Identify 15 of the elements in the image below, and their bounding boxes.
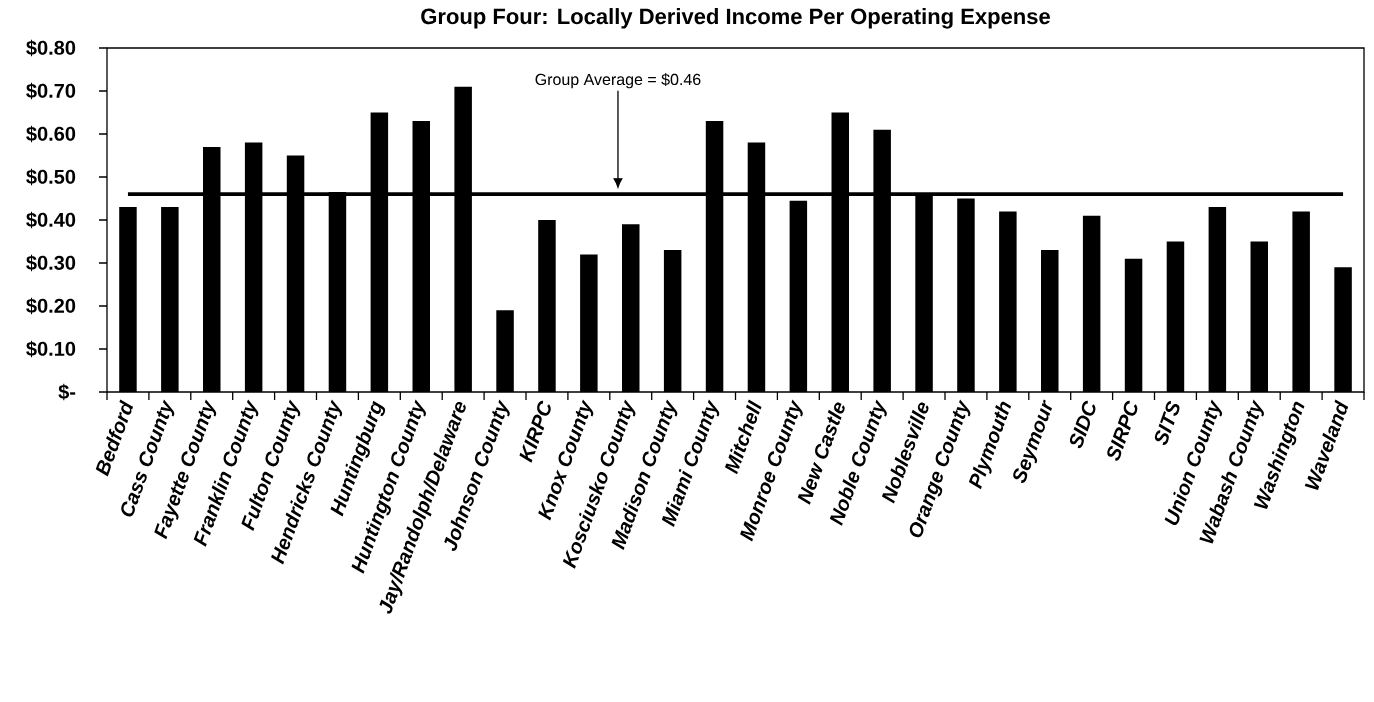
x-tick-label: KIRPC xyxy=(519,400,551,463)
y-tick-label: $0.30 xyxy=(26,254,76,272)
y-tick-label: $0.70 xyxy=(26,82,76,100)
y-tick-label: $0.50 xyxy=(26,168,76,186)
x-tick-label: SIRPC xyxy=(1107,400,1138,461)
y-tick-label: $0.40 xyxy=(26,211,76,229)
ref-line-label: Group Average = $0.46 xyxy=(535,73,701,89)
y-tick-label: $0.20 xyxy=(26,297,76,315)
x-tick-label: SITS xyxy=(1154,401,1180,446)
y-tick-label: $0.10 xyxy=(26,340,76,358)
y-tick-label: $0.80 xyxy=(26,39,76,57)
y-tick-label: $0.60 xyxy=(26,125,76,143)
x-tick-label: SIDC xyxy=(1069,400,1096,449)
y-tick-label: $- xyxy=(58,383,76,401)
chart-title: Group Four: Locally Derived Income Per Operating Expense xyxy=(421,8,1050,29)
